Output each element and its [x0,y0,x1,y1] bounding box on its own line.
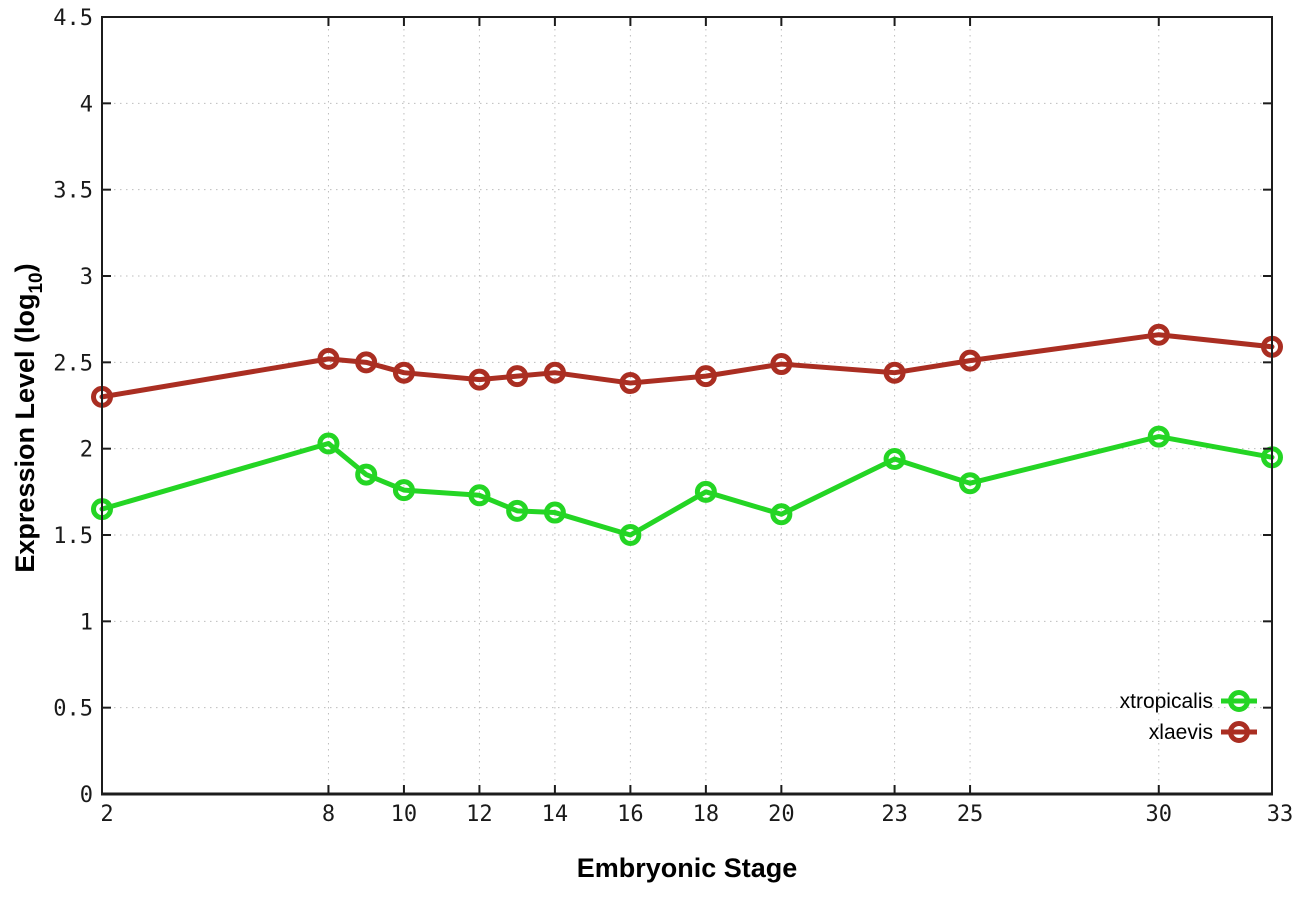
x-tick-label: 12 [466,802,493,827]
data-point-xlaevis [619,372,642,395]
y-tick-label: 0.5 [53,697,93,722]
data-point-xtropicalis [543,501,566,524]
x-tick-label: 16 [617,802,644,827]
data-point-xtropicalis [355,463,378,486]
y-tick-label: 2 [80,438,93,463]
legend-label-xtropicalis: xtropicalis [1120,690,1213,713]
data-point-xlaevis [468,368,491,391]
x-tick-label: 33 [1267,802,1294,827]
data-point-xtropicalis [883,448,906,471]
y-axis-title-close: ) [10,263,40,272]
data-point-xlaevis [543,361,566,384]
legend: xtropicalis xlaevis [1120,690,1257,744]
y-tick-label: 3 [80,265,93,290]
y-axis-title-main: Expression Level (log [10,294,40,573]
y-axis-title-subscript: 10 [26,272,47,293]
data-point-xlaevis [1147,323,1170,346]
series-line-xtropicalis [99,434,1275,538]
data-point-xtropicalis [619,524,642,546]
data-point-xlaevis [355,351,378,374]
y-axis-title: Expression Level (log10) [10,263,47,572]
x-tick-label: 8 [322,802,335,827]
x-tick-label: 20 [768,802,795,827]
y-tick-label: 4.5 [53,6,93,31]
data-point-xlaevis [883,361,906,384]
data-point-xlaevis [317,347,340,370]
x-tick-label: 18 [693,802,720,827]
legend-sample-marker-xlaevis [1228,721,1250,743]
y-tick-label: 1.5 [53,524,93,549]
y-tick-label: 0 [80,783,93,808]
x-tick-label: 10 [391,802,418,827]
data-point-xlaevis [959,349,982,372]
y-tick-label: 3.5 [53,179,93,204]
data-point-xlaevis [694,365,717,388]
legend-sample-marker-xtropicalis [1228,690,1250,712]
x-tick-label: 14 [542,802,569,827]
data-point-xtropicalis [959,472,982,495]
series-line-xlaevis [99,332,1275,400]
axes-and-ticks [101,16,1273,796]
y-tick-label: 4 [80,92,93,117]
y-tick-label: 2.5 [53,351,93,376]
tick-labels: 0 0.5 1 1.5 2 2.5 3 3.5 4 4.5 2 8 10 12 14 16 18 20 23 25 30… [53,6,1293,827]
data-point-xtropicalis [317,432,340,455]
series-layer [91,323,1283,546]
x-tick-label: 2 [100,802,113,827]
x-tick-label: 25 [957,802,984,827]
y-tick-label: 1 [80,610,93,635]
data-point-xtropicalis [468,484,491,507]
data-point-xlaevis [506,365,529,388]
data-point-xlaevis [392,361,415,384]
plot-border [101,16,1273,795]
legend-label-xlaevis: xlaevis [1149,721,1213,744]
data-point-xlaevis [770,353,793,376]
data-point-xtropicalis [694,480,717,503]
legend-line-samples [1221,690,1257,743]
x-axis-title: Embryonic Stage [577,853,798,883]
data-point-xtropicalis [1147,425,1170,448]
data-point-xtropicalis [392,479,415,502]
x-tick-label: 23 [881,802,908,827]
data-point-xtropicalis [506,499,529,522]
gridlines [102,17,1272,794]
x-tick-label: 30 [1146,802,1173,827]
data-point-xtropicalis [770,503,793,526]
